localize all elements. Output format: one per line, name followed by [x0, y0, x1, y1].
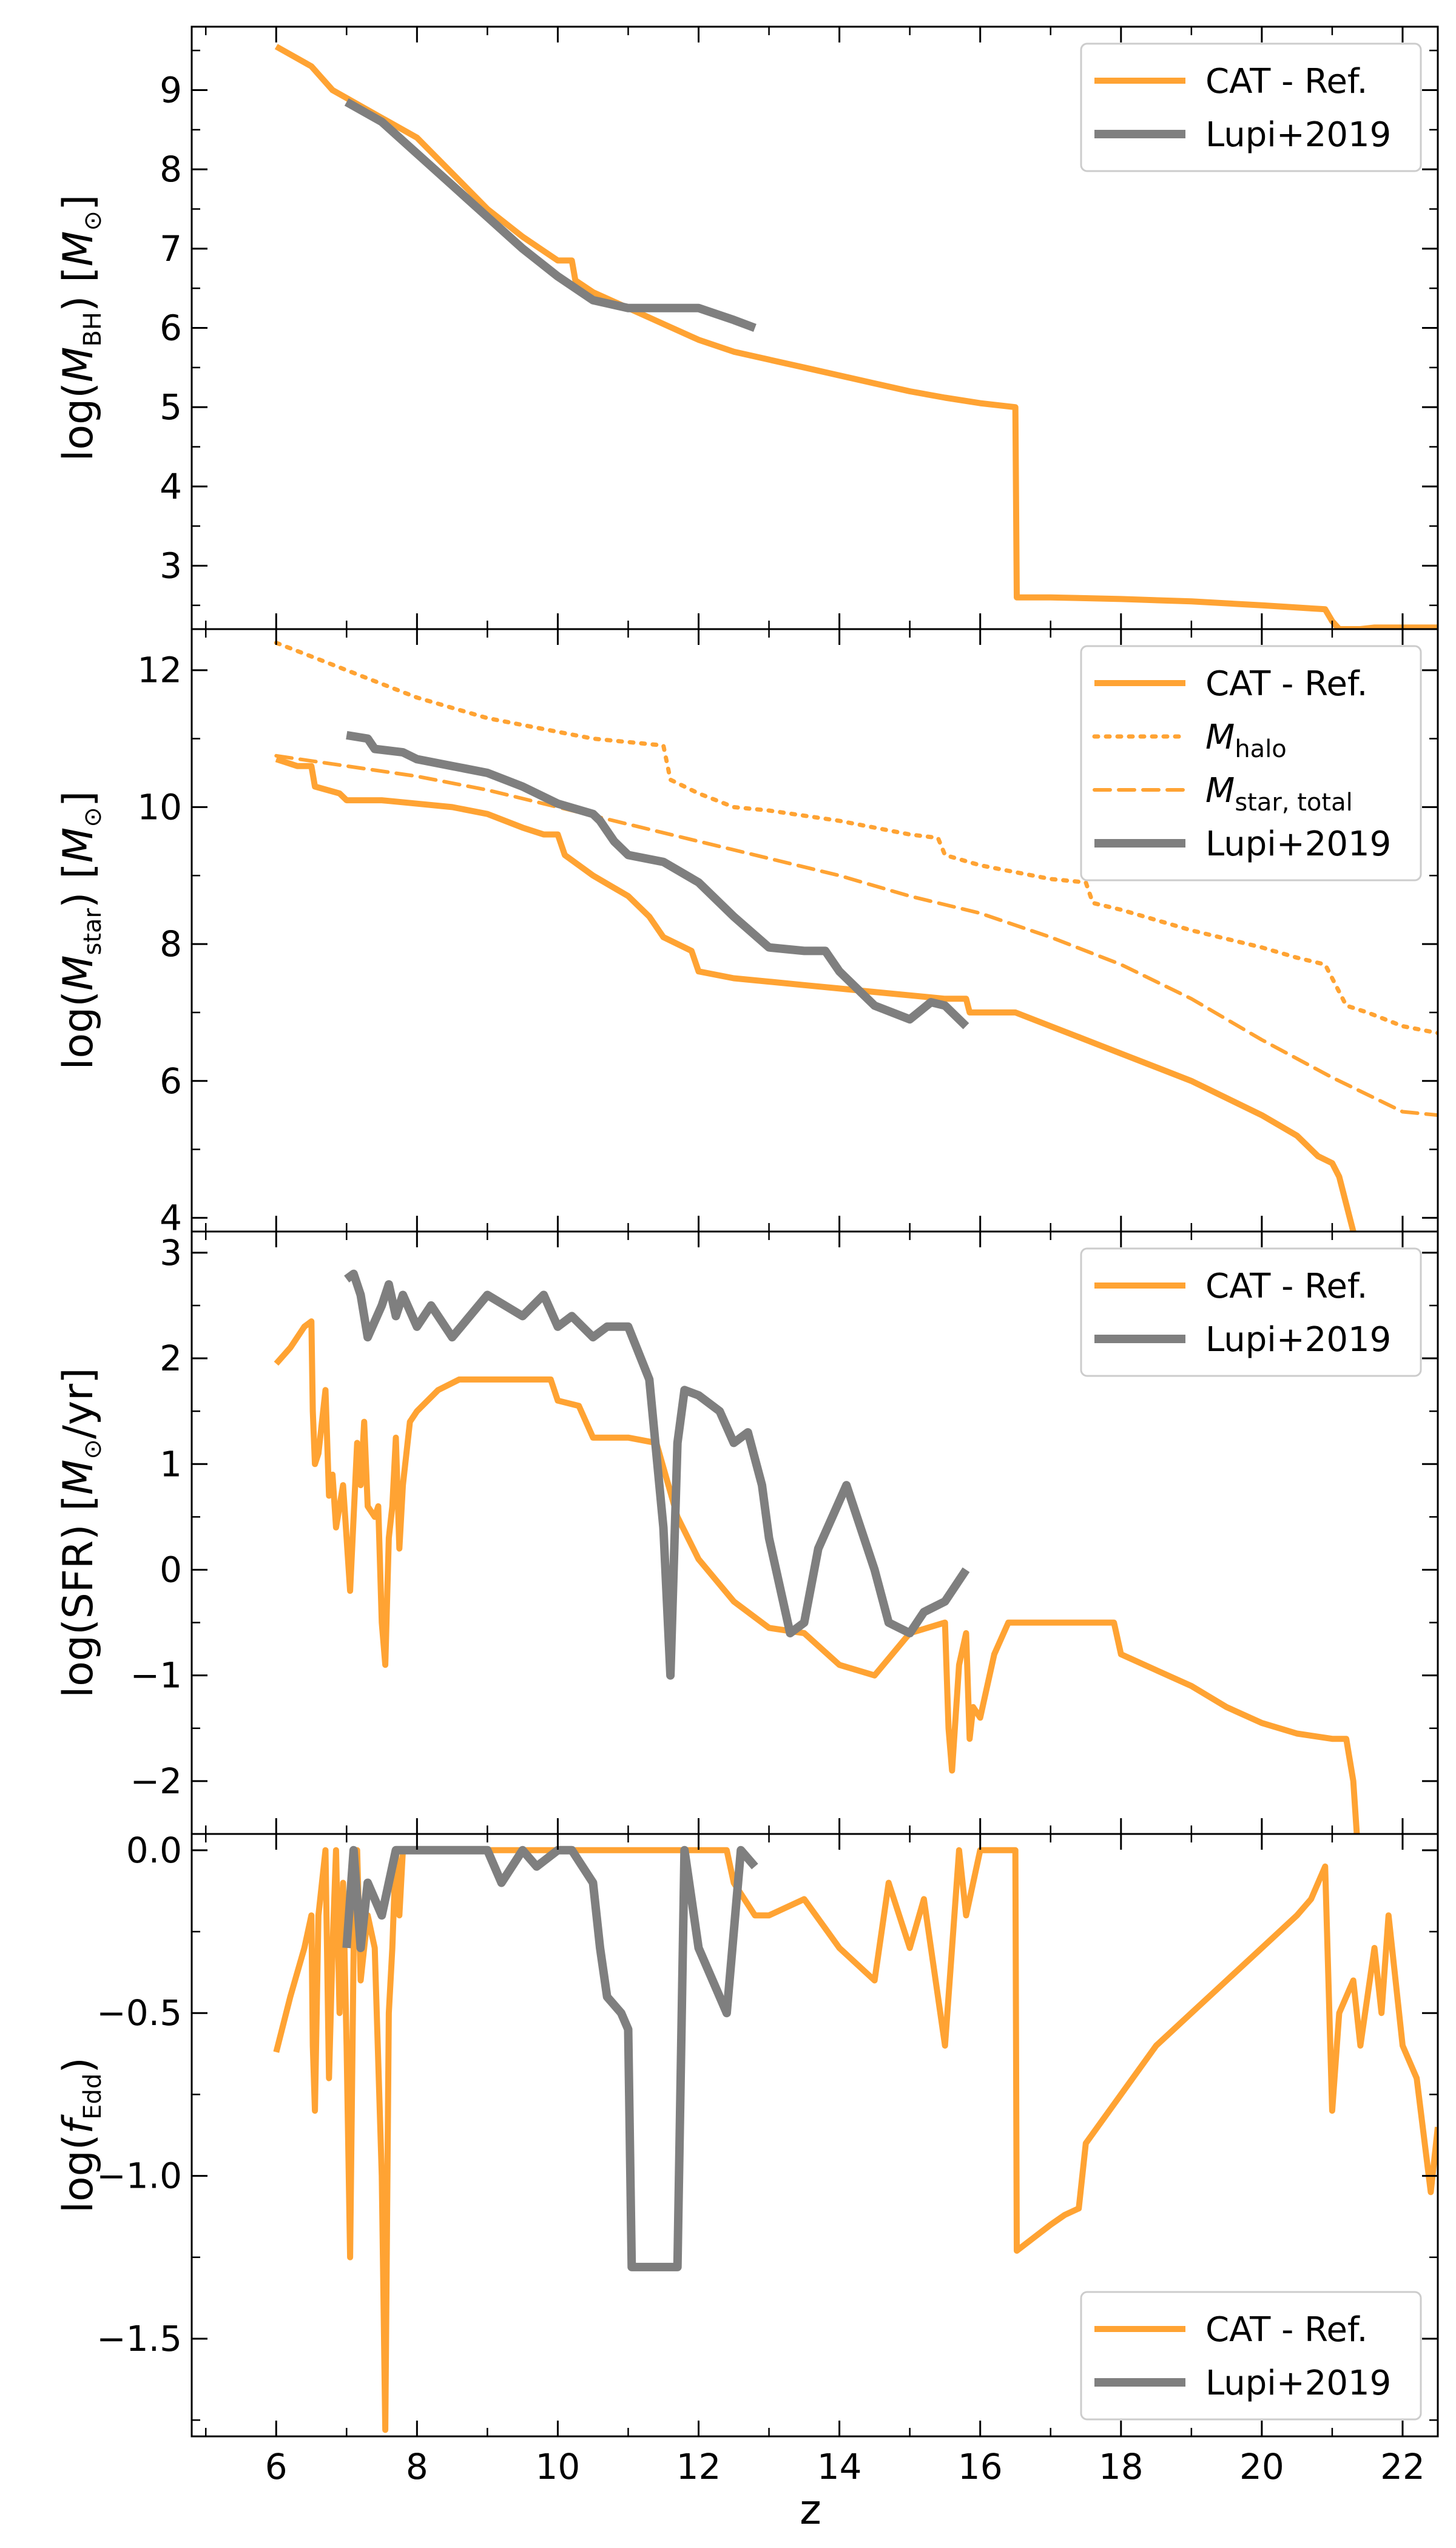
panel-2-y-ticks: 4 6 8 10 12 [137, 650, 1438, 1238]
y-tick-label: 3 [160, 1232, 182, 1273]
panel-1-series [274, 44, 1438, 629]
panel-3-x-ticks [204, 1232, 1404, 1834]
legend-label: Lupi+2019 [1205, 824, 1391, 864]
x-tick-label: 16 [958, 2446, 1003, 2487]
y-tick-label: 6 [160, 1060, 182, 1102]
panel-3: −2 −1 0 1 2 3 log(SFR) [M⊙​/yr] CAT - Ref. Lupi+… [55, 1230, 1439, 1835]
y-tick-label: −1.0 [96, 2155, 182, 2197]
y-tick-label: 6 [160, 308, 182, 349]
y-tick-label: −2 [130, 1761, 183, 1802]
panel-4-x-ticks: 6 8 10 12 14 16 18 20 22 [204, 1834, 1425, 2487]
legend-label: CAT - Ref. [1205, 62, 1367, 101]
x-tick-label: 22 [1380, 2446, 1425, 2487]
panel-4-series [273, 1845, 1438, 2433]
panel-3-series-2-line [344, 1269, 970, 1680]
legend-label: Mhalo [1205, 718, 1287, 763]
y-tick-label: 2 [160, 1338, 182, 1379]
y-tick-label: −1 [130, 1655, 183, 1696]
panel-4-frame [190, 1833, 1439, 2438]
panel-2-series [274, 641, 1438, 1232]
y-tick-label: 3 [160, 545, 182, 586]
x-tick-label: 12 [676, 2446, 721, 2487]
panel-3-y-ticks: −2 −1 0 1 2 3 [130, 1232, 1438, 1802]
y-tick-label: 10 [137, 786, 182, 827]
legend-label: Lupi+2019 [1205, 2364, 1391, 2403]
y-tick-label: 12 [137, 650, 182, 691]
x-tick-label: 6 [265, 2446, 288, 2487]
legend-frame [1080, 1247, 1422, 1377]
panel-4-series-2-line [342, 1845, 758, 2271]
legend-label: Lupi+2019 [1205, 1320, 1391, 1360]
panel-1-y-axis-label: log(MBH​) [M⊙​] [55, 195, 107, 462]
x-tick-label: 18 [1099, 2446, 1144, 2487]
legend-label: Mstar, total [1205, 771, 1353, 817]
y-tick-label: 1 [160, 1443, 182, 1485]
legend-frame [1080, 2291, 1422, 2421]
legend-label: CAT - Ref. [1205, 2310, 1367, 2350]
panel-3-legend: CAT - Ref. Lupi+2019 [1080, 1247, 1422, 1377]
panel-1-series-1-line [274, 44, 1438, 629]
panel-1-legend: CAT - Ref. Lupi+2019 [1080, 42, 1422, 172]
y-tick-label: 0.0 [126, 1830, 182, 1871]
panel-1: 3 4 5 6 7 8 9 log(MBH​) [M⊙​] CAT - Ref. Lupi+201… [55, 25, 1439, 630]
legend-frame [1080, 42, 1422, 172]
y-tick-label: −1.5 [96, 2318, 182, 2359]
y-tick-label: 7 [160, 228, 182, 269]
panel-2-series-2-line [274, 641, 1438, 1036]
panel-4-series-1-line [273, 1847, 1438, 2433]
panel-3-y-axis-label: log(SFR) [M⊙​/yr] [55, 1367, 107, 1697]
panel-4-y-ticks: −1.5 −1.0 −0.5 0.0 [96, 1830, 1438, 2421]
legend-frame [1080, 645, 1422, 881]
legend-label: CAT - Ref. [1205, 664, 1367, 704]
panel-2-legend: CAT - Ref. Mhalo Mstar, total Lupi+2019 [1080, 645, 1422, 881]
legend-label: CAT - Ref. [1205, 1267, 1367, 1306]
y-tick-label: 0 [160, 1549, 182, 1590]
x-tick-label: 14 [817, 2446, 862, 2487]
y-tick-label: 4 [160, 466, 182, 507]
panel-1-series-2-line [344, 98, 757, 332]
x-tick-label: 8 [406, 2446, 428, 2487]
panel-3-series-1-line [274, 1318, 1360, 1834]
y-tick-label: 8 [160, 149, 182, 190]
x-axis-label: z [800, 2486, 821, 2534]
panel-3-series [274, 1269, 1360, 1834]
y-tick-label: 8 [160, 923, 182, 965]
panel-4-legend: CAT - Ref. Lupi+2019 [1080, 2291, 1422, 2421]
x-tick-label: 10 [536, 2446, 581, 2487]
x-tick-label: 20 [1239, 2446, 1284, 2487]
y-tick-label: 9 [160, 70, 182, 111]
panel-2-series-1-line [275, 756, 1357, 1232]
panel-1-y-ticks: 3 4 5 6 7 8 9 [160, 49, 1438, 607]
panel-2-x-ticks [204, 629, 1404, 1232]
legend-label: Lupi+2019 [1205, 115, 1391, 155]
panel-2-y-axis-label: log(Mstar​) [M⊙​] [55, 791, 107, 1070]
y-tick-label: −0.5 [96, 1992, 182, 2034]
y-tick-label: 4 [160, 1197, 182, 1238]
panel-4: 6810121416182022−1.5−1.0−0.50.0log(fEdd​… [55, 1830, 1439, 2487]
y-tick-label: 5 [160, 386, 182, 428]
panel-2: 4 6 8 10 12 log(Mstar​) [M⊙​] CAT - Ref. Mhalo M… [55, 628, 1439, 1238]
panel-1-x-ticks [204, 27, 1404, 629]
panel-2-series-3-line [274, 753, 1438, 1117]
panel-2-series-4-line [346, 730, 969, 1030]
